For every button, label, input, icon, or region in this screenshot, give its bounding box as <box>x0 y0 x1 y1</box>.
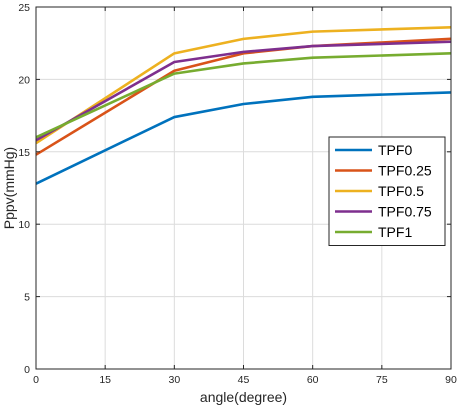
series-lines <box>35 25 452 185</box>
series-line-tpf0 <box>35 91 452 185</box>
y-tick-label: 5 <box>24 292 30 304</box>
x-axis-label: angle(degree) <box>200 389 287 405</box>
axis-ticks: 0 15 30 45 60 75 90 0 5 10 15 20 25 <box>18 2 457 386</box>
y-axis-label: Pppv(mmHg) <box>1 147 17 229</box>
x-tick-label: 15 <box>99 374 111 386</box>
x-tick-label: 45 <box>238 374 250 386</box>
legend-label: TPF0.5 <box>378 183 424 199</box>
series-line-tpf0-75 <box>35 40 452 142</box>
legend: TPF0 TPF0.25 TPF0.5 TPF0.75 TPF1 <box>328 136 446 246</box>
y-tick-label: 10 <box>18 219 30 231</box>
legend-label: TPF1 <box>378 224 412 240</box>
series-line-tpf1 <box>35 52 452 139</box>
y-tick-label: 15 <box>18 147 30 159</box>
y-tick-label: 20 <box>18 74 30 86</box>
x-tick-label: 75 <box>376 374 388 386</box>
y-tick-label: 25 <box>18 2 30 14</box>
legend-label: TPF0 <box>378 142 412 158</box>
series-line-tpf0-5 <box>35 25 452 145</box>
x-tick-label: 0 <box>33 374 39 386</box>
x-tick-label: 30 <box>168 374 180 386</box>
x-tick-label: 60 <box>307 374 319 386</box>
x-tick-label: 90 <box>445 374 457 386</box>
y-tick-label: 0 <box>24 364 30 376</box>
legend-label: TPF0.75 <box>378 204 432 220</box>
legend-label: TPF0.25 <box>378 163 432 179</box>
